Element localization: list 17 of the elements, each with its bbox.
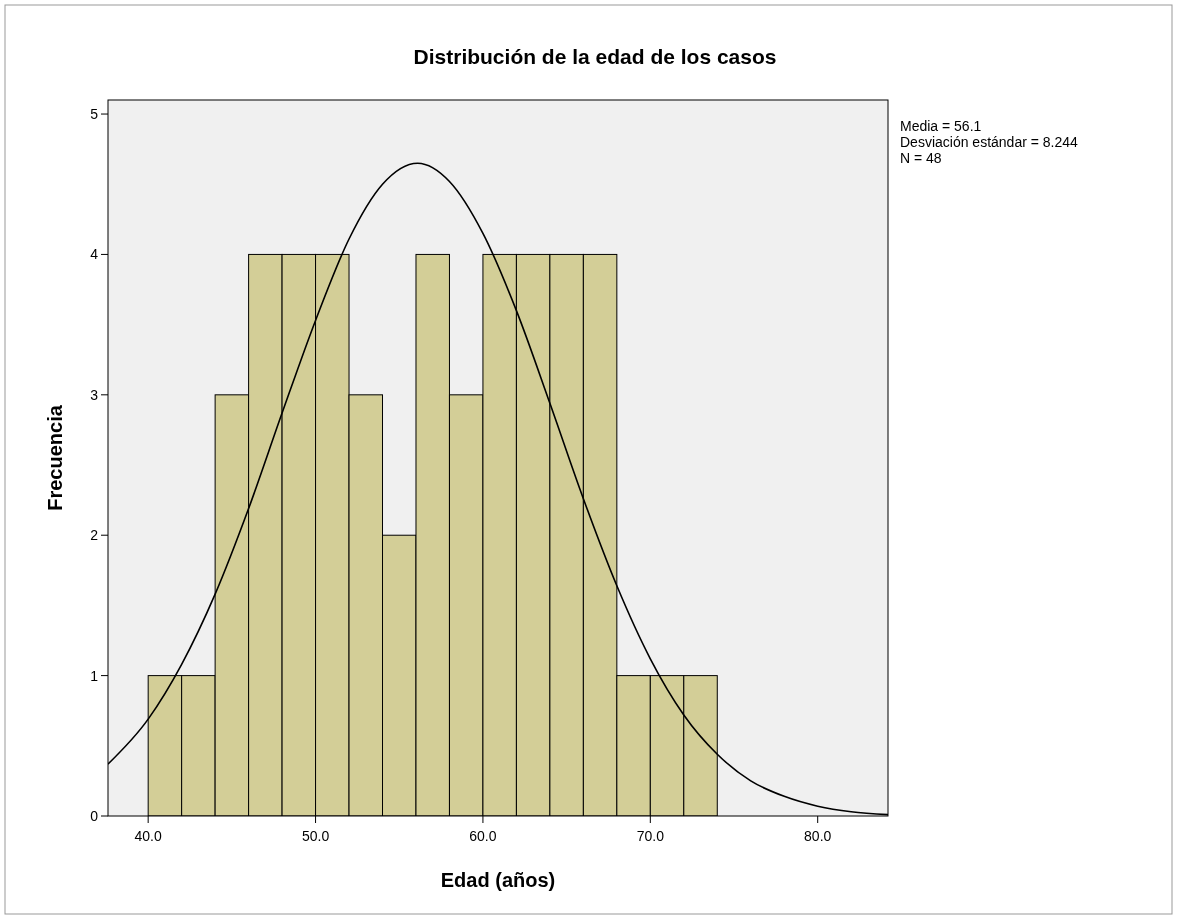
x-axis-title: Edad (años) [440, 869, 556, 891]
y-axis-title: Frecuencia [44, 404, 66, 511]
text: Desviación estándar = 8.244 [900, 134, 1079, 150]
text: Media = 56.1 [900, 118, 982, 134]
y-tick-label: 5 [90, 105, 99, 122]
x-tick-label: 70.0 [636, 828, 665, 844]
chart-title: Distribución de la edad de los casos [413, 45, 777, 68]
x-tick-label: 50.0 [301, 828, 330, 844]
y-tick-label: 4 [90, 246, 99, 263]
text: N = 48 [900, 150, 942, 166]
x-tick-label: 80.0 [804, 828, 832, 844]
y-tick-label: 3 [90, 386, 99, 403]
x-tick-label: 60.0 [469, 828, 497, 844]
y-tick-label: 0 [90, 807, 99, 824]
y-tick-label: 1 [90, 667, 99, 684]
x-tick-label: 40.0 [134, 828, 163, 844]
y-tick-label: 2 [90, 527, 99, 544]
